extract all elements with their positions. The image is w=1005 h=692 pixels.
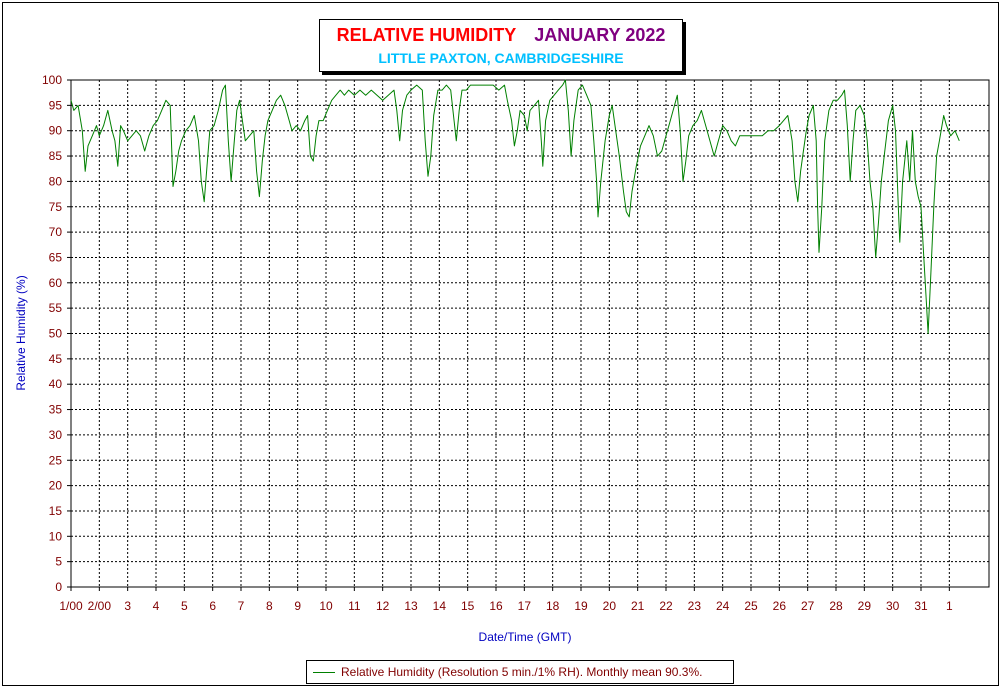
- y-tick-label: 20: [49, 479, 63, 493]
- humidity-series-line: [70, 79, 960, 334]
- title-line: RELATIVE HUMIDITY JANUARY 2022: [320, 25, 682, 46]
- grid: [71, 80, 989, 587]
- x-tick-label: 12: [376, 599, 390, 613]
- title-box: RELATIVE HUMIDITY JANUARY 2022 LITTLE PAX…: [319, 19, 683, 72]
- y-tick-label: 10: [49, 529, 63, 543]
- x-tick-label: 7: [238, 599, 245, 613]
- x-tick-label: 20: [603, 599, 617, 613]
- y-tick-label: 40: [49, 377, 63, 391]
- legend-label: Relative Humidity (Resolution 5 min./1% …: [341, 665, 703, 679]
- y-tick-label: 75: [49, 200, 63, 214]
- y-axis-label: Relative Humidity (%): [14, 275, 28, 390]
- y-tick-label: 0: [55, 580, 62, 594]
- x-tick-label: 25: [744, 599, 758, 613]
- x-tick-label: 16: [489, 599, 503, 613]
- y-tick-label: 65: [49, 250, 63, 264]
- x-tick-label: 8: [266, 599, 273, 613]
- x-tick-label: 22: [659, 599, 673, 613]
- y-tick-label: 85: [49, 149, 63, 163]
- x-tick-label: 19: [574, 599, 588, 613]
- chart-title: RELATIVE HUMIDITY: [336, 25, 517, 45]
- y-tick-label: 70: [49, 225, 63, 239]
- y-tick-label: 90: [49, 124, 63, 138]
- x-tick-label: 27: [801, 599, 815, 613]
- y-tick-label: 35: [49, 403, 63, 417]
- x-tick-label: 30: [886, 599, 900, 613]
- x-tick-label: 3: [124, 599, 131, 613]
- x-tick-label: 26: [773, 599, 787, 613]
- y-tick-label: 5: [55, 555, 62, 569]
- x-tick-label: 21: [631, 599, 645, 613]
- x-tick-label: 2/00: [88, 599, 112, 613]
- x-tick-label: 11: [348, 599, 361, 613]
- y-tick-label: 55: [49, 301, 63, 315]
- y-tick-label: 95: [49, 98, 63, 112]
- x-tick-label: 18: [546, 599, 560, 613]
- y-tick-label: 80: [49, 174, 63, 188]
- x-tick-label: 10: [319, 599, 333, 613]
- y-tick-label: 15: [49, 504, 63, 518]
- y-tick-label: 60: [49, 276, 63, 290]
- legend: Relative Humidity (Resolution 5 min./1% …: [306, 660, 734, 684]
- y-tick-label: 25: [49, 453, 63, 467]
- chart-month: JANUARY 2022: [534, 25, 666, 45]
- x-tick-label: 5: [181, 599, 188, 613]
- x-tick-label: 6: [209, 599, 216, 613]
- x-tick-label: 14: [433, 599, 447, 613]
- x-tick-label: 4: [153, 599, 160, 613]
- x-tick-label: 1: [946, 599, 953, 613]
- y-tick-label: 45: [49, 352, 63, 366]
- x-tick-label: 1/00: [59, 599, 83, 613]
- y-tick-label: 50: [49, 327, 63, 341]
- x-tick-label: 24: [716, 599, 730, 613]
- chart-subtitle: LITTLE PAXTON, CAMBRIDGESHIRE: [378, 50, 624, 66]
- x-tick-label: 31: [914, 599, 928, 613]
- y-tick-label: 100: [42, 73, 62, 87]
- y-tick-label: 30: [49, 428, 63, 442]
- series-group: [70, 79, 960, 334]
- x-tick-label: 9: [294, 599, 301, 613]
- legend-line-swatch: [313, 671, 335, 673]
- x-tick-label: 28: [829, 599, 843, 613]
- x-tick-label: 17: [518, 599, 532, 613]
- x-tick-label: 15: [461, 599, 475, 613]
- x-tick-label: 13: [404, 599, 418, 613]
- x-axis-label: Date/Time (GMT): [479, 630, 572, 644]
- x-tick-label: 23: [688, 599, 702, 613]
- y-ticks: 0 5 10 15 20 25 30 35 40 45 50 55 60 65 70 75 80 85 90 95 10…: [42, 73, 71, 594]
- x-tick-label: 29: [858, 599, 872, 613]
- x-ticks: 1/00 2/00 3 4 5 6 7 8 9 10 11 12 13 14 15 16 17 18 19 20 21 2…: [59, 587, 953, 613]
